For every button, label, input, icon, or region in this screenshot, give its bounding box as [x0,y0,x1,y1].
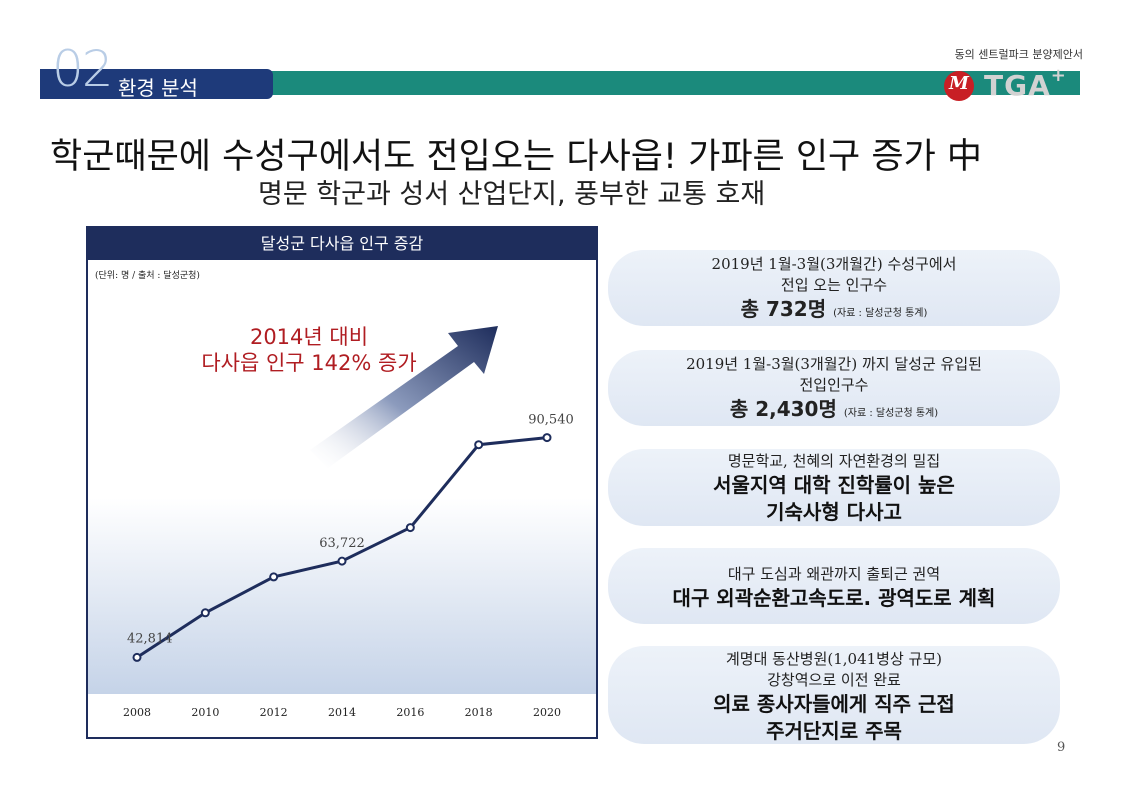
info-card-figure: 총 732명 (자료 : 달성군청 통계) [608,296,1060,327]
info-card-hospital: 계명대 동산병원(1,041병상 규모) 강창역으로 이전 완료 의료 종사자들… [608,646,1060,744]
logo-mark: M MOKWON [944,71,974,109]
info-card-highlight: 의료 종사자들에게 직주 근접 [713,692,955,716]
x-tick-label-2010: 2010 [191,706,219,719]
x-tick-label-2020: 2020 [533,706,561,719]
info-card-figure-value: 총 2,430명 [729,397,837,421]
callout-line-2: 다사읍 인구 142% 증가 [201,351,417,375]
info-card-dalseong-inflow: 2019년 1월-3월(3개월간) 까지 달성군 유입된 전입인구수 총 2,4… [608,350,1060,426]
page-headline: 학군때문에 수성구에서도 전입오는 다사읍! 가파른 인구 증가 中 [50,137,982,177]
data-point-2018 [474,440,484,450]
data-point-2012 [269,572,279,582]
section-bar [40,69,1080,99]
x-tick-label-2018: 2018 [465,706,493,719]
info-card-school: 명문학교, 천혜의 자연환경의 밀집 서울지역 대학 진학률이 높은 기숙사형 … [608,449,1060,526]
info-card-highlight: 주거단지로 주목 [766,719,902,743]
logo-plus-icon: + [1050,65,1067,86]
x-tick-label-2008: 2008 [123,706,151,719]
logo-mark-letter: M [949,73,969,94]
data-label-2020: 90,540 [528,413,574,428]
line-chart: 42,814 63,722 90,540 2008 2010 2012 2014 2016 2… [88,326,596,719]
population-chart-panel: 달성군 다사읍 인구 증감 (단위: 명 / 출처 : 달성군청) 42,814… [86,226,598,739]
data-point-2020 [542,433,552,443]
info-card-text: 계명대 동산병원(1,041병상 규모) [726,650,942,668]
info-card-figure: 총 2,430명 (자료 : 달성군청 통계) [608,396,1060,427]
section-bar-navy-tab [40,69,273,99]
info-card-highlight: 대구 외곽순환고속도로. 광역도로 계획 [672,586,996,610]
info-card-transport: 대구 도심과 왜관까지 출퇴근 권역 대구 외곽순환고속도로. 광역도로 계획 [608,548,1060,624]
chart-title: 달성군 다사읍 인구 증감 [88,228,596,260]
data-point-2014 [337,556,347,566]
chart-unit-note: (단위: 명 / 출처 : 달성군청) [95,271,200,281]
info-card-text: 전입 오는 인구수 [780,276,888,294]
x-tick-label-2012: 2012 [260,706,288,719]
section-label: 환경 분석 [118,76,198,100]
info-card-text: 강창역으로 이전 완료 [767,671,901,689]
data-point-2016 [405,523,415,533]
data-point-2008 [132,652,142,662]
section-number: 02 [52,40,114,98]
info-card-text: 전입인구수 [799,376,869,394]
logo-text: TGA+ [984,65,1067,102]
callout-line-1: 2014년 대비 [249,325,369,349]
logo-text-value: TGA [984,69,1051,102]
info-card-source-note: (자료 : 달성군청 통계) [833,308,928,319]
info-card-source-note: (자료 : 달성군청 통계) [843,408,939,419]
document-title: 동의 센트럴파크 분양제안서 [954,48,1083,61]
info-card-highlight: 기숙사형 다사고 [766,500,902,524]
info-card-text: 2019년 1월-3월(3개월간) 까지 달성군 유입된 [686,355,982,373]
data-label-2008: 42,814 [127,631,173,646]
info-card-figure-value: 총 732명 [740,297,827,321]
data-label-2014: 63,722 [319,536,365,551]
info-card-text: 명문학교, 천혜의 자연환경의 밀집 [727,452,941,470]
info-card-highlight: 서울지역 대학 진학률이 높은 [713,473,955,497]
info-card-suseong-inflow: 2019년 1월-3월(3개월간) 수성구에서 전입 오는 인구수 총 732명… [608,250,1060,326]
logo-sub: MOKWON [945,103,972,109]
growth-arrow [310,326,498,468]
chart-callout: 2014년 대비 다사읍 인구 142% 증가 [174,324,444,376]
page-subheadline: 명문 학군과 성서 산업단지, 풍부한 교통 호재 [258,179,766,210]
chart-plot-background [88,498,596,694]
x-tick-label-2016: 2016 [396,706,424,719]
page-number: 9 [1057,740,1066,755]
info-card-text: 대구 도심과 왜관까지 출퇴근 권역 [727,565,941,583]
section-bar-green-strip [260,71,1080,95]
data-point-2010 [200,608,210,618]
company-logo: M MOKWON TGA+ [944,65,1078,109]
info-card-text: 2019년 1월-3월(3개월간) 수성구에서 [711,255,957,273]
x-tick-label-2014: 2014 [328,706,356,719]
